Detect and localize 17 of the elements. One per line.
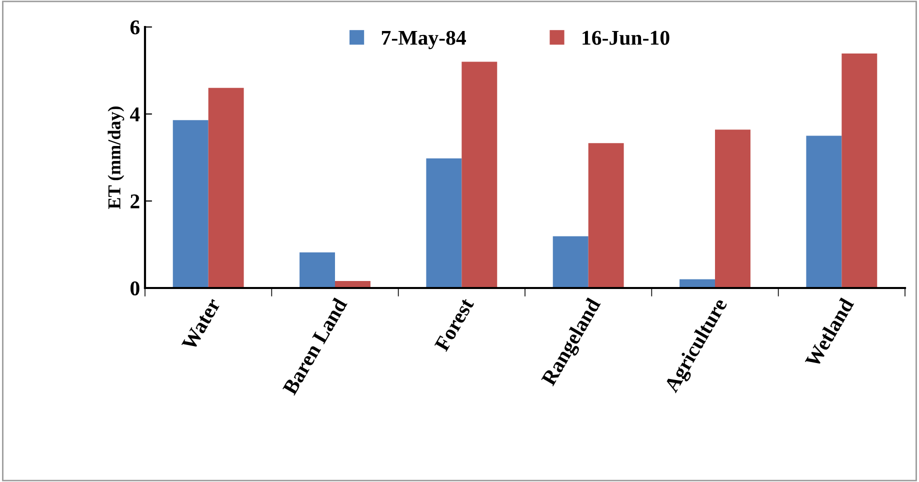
y-tick-label: 4 (130, 108, 140, 122)
bar (208, 88, 244, 288)
y-tick-label: 0 (130, 281, 140, 296)
bar (842, 54, 878, 288)
bar (300, 252, 335, 288)
bar (588, 143, 624, 288)
bar (172, 120, 208, 288)
bar (806, 136, 842, 288)
y-tick-label: 2 (130, 194, 140, 208)
bar (426, 158, 462, 288)
legend-label: 16-Jun-10 (582, 30, 670, 45)
y-tick-label: 6 (130, 20, 140, 34)
y-axis-title: ET (mm/day) (108, 106, 124, 209)
bar (462, 62, 498, 288)
legend-label: 7-May-84 (382, 30, 466, 50)
bar (715, 130, 750, 288)
bar (552, 236, 588, 288)
